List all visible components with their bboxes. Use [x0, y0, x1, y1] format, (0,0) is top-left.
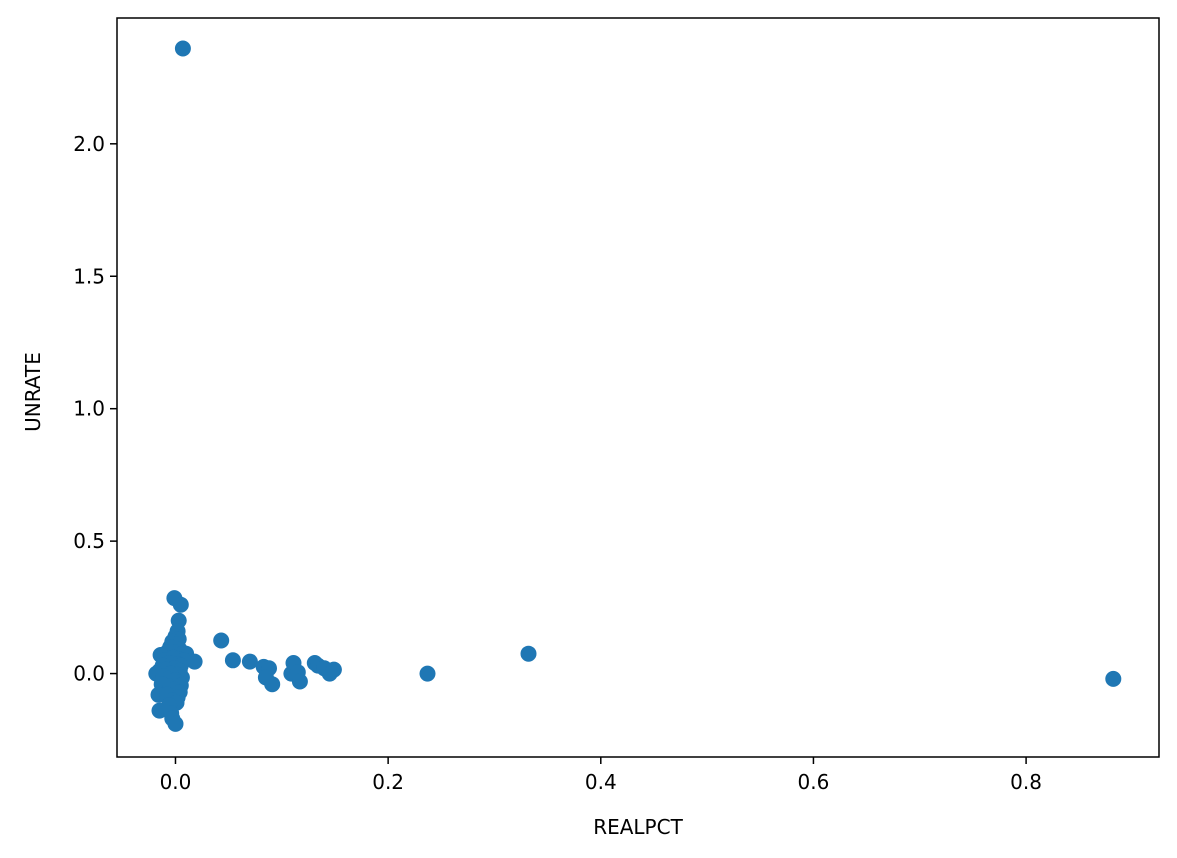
x-tick-label: 0.0 — [160, 770, 192, 794]
data-point — [186, 653, 203, 670]
data-point — [419, 665, 436, 682]
x-tick-label: 0.8 — [1010, 770, 1042, 794]
plot-area — [116, 17, 1160, 758]
data-point — [520, 645, 537, 662]
y-tick-label: 0.5 — [73, 529, 105, 553]
y-tick-label: 2.0 — [73, 132, 105, 156]
x-axis-ticks: 0.0 0.2 0.4 0.6 0.8 — [160, 757, 1042, 794]
y-tick-label: 1.5 — [73, 264, 105, 288]
y-axis-label: UNRATE — [21, 352, 45, 432]
data-point — [291, 673, 308, 690]
data-point — [167, 715, 184, 732]
y-axis-ticks: 0.0 0.5 1.0 1.5 2.0 — [73, 132, 117, 686]
y-tick-label: 0.0 — [73, 662, 105, 686]
x-axis-label: REALPCT — [593, 815, 683, 839]
y-tick-label: 1.0 — [73, 397, 105, 421]
data-point — [241, 653, 258, 670]
x-tick-label: 0.6 — [798, 770, 830, 794]
x-tick-label: 0.4 — [585, 770, 617, 794]
data-point — [213, 632, 230, 649]
data-points — [148, 40, 1122, 732]
data-point — [1105, 670, 1122, 687]
data-point — [224, 652, 241, 669]
data-point — [174, 40, 191, 57]
data-point — [325, 661, 342, 678]
data-point — [172, 596, 189, 613]
x-tick-label: 0.2 — [372, 770, 404, 794]
data-point — [264, 676, 281, 693]
